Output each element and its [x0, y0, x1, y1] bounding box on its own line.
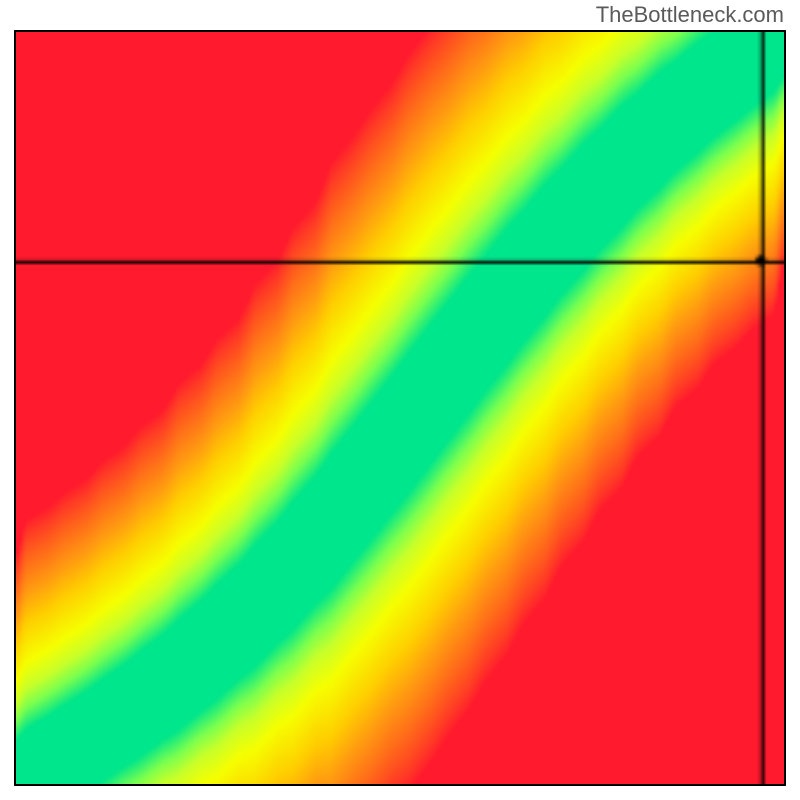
chart-container: TheBottleneck.com [0, 0, 800, 800]
heatmap-canvas [16, 32, 784, 784]
heatmap-plot-area [14, 30, 786, 786]
watermark-text: TheBottleneck.com [596, 2, 784, 28]
